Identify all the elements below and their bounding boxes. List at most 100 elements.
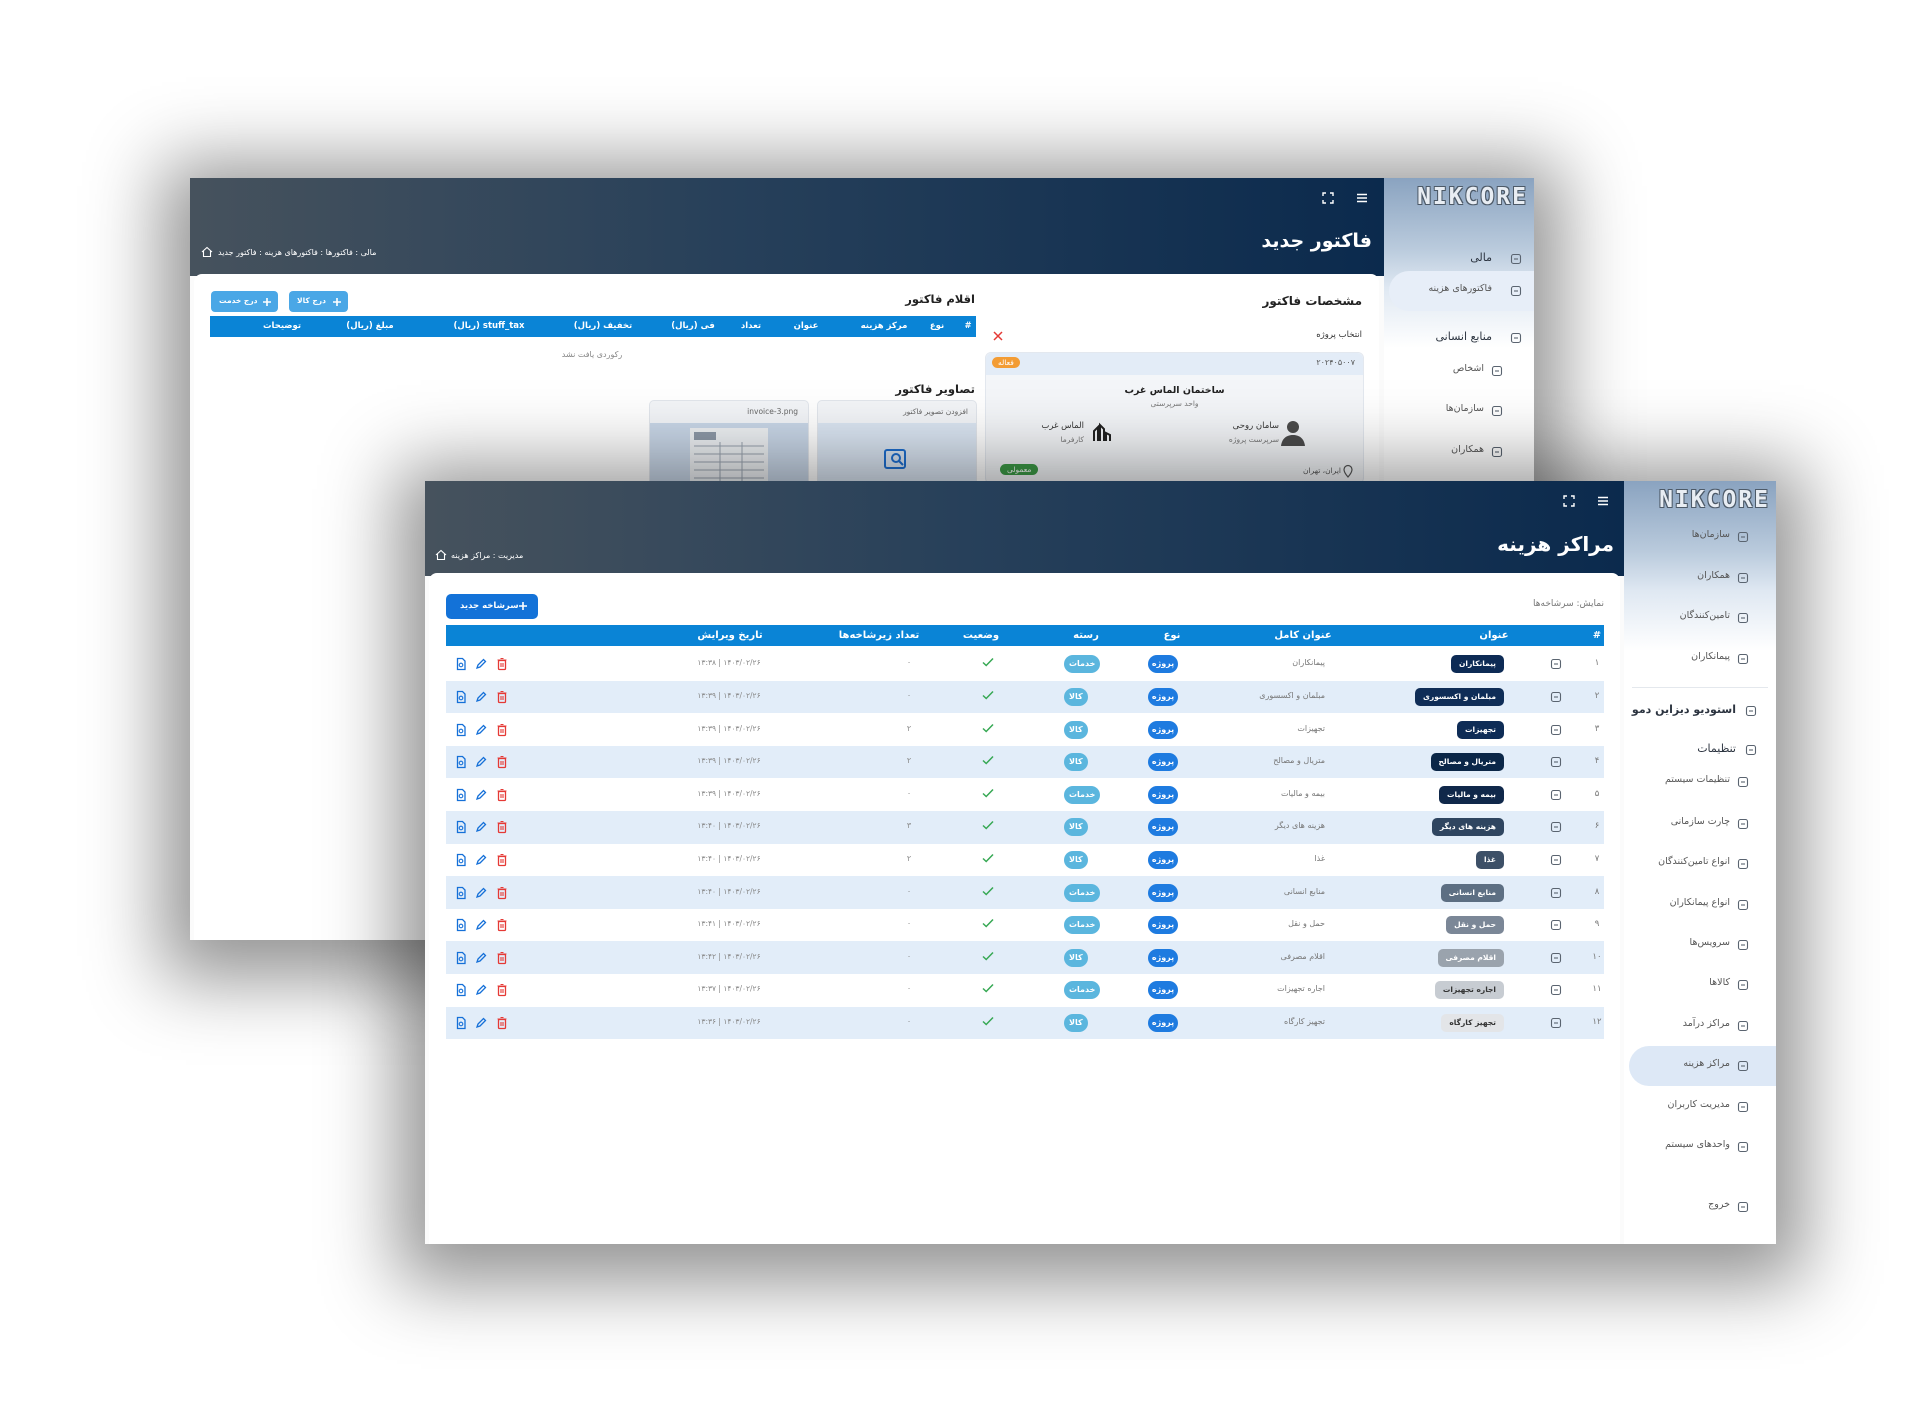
sidebar-item[interactable]: تامین‌کنندگان	[1679, 610, 1730, 621]
view-button[interactable]	[454, 853, 468, 867]
sidebar-item[interactable]: مراکز درآمد	[1682, 1018, 1730, 1029]
delete-button[interactable]	[495, 983, 509, 997]
sidebar-item[interactable]: تنظیمات سیستم	[1664, 774, 1730, 785]
delete-button[interactable]	[495, 1016, 509, 1030]
delete-button[interactable]	[495, 723, 509, 737]
type-pill: پروژه	[1148, 916, 1178, 935]
row-number: ۷	[1594, 853, 1600, 864]
new-root-button[interactable]: سرشاخه جدید	[446, 594, 538, 619]
icon	[982, 919, 994, 928]
edit-button[interactable]	[474, 755, 488, 769]
view-button[interactable]	[454, 918, 468, 932]
icon	[1322, 192, 1334, 204]
view-button[interactable]	[454, 983, 468, 997]
sidebar-item[interactable]: کالاها	[1709, 977, 1730, 988]
sidebar-icon	[1736, 611, 1750, 625]
icon-shape	[497, 953, 507, 964]
edit-button[interactable]	[474, 657, 488, 671]
view-button[interactable]	[454, 886, 468, 900]
view-button[interactable]	[454, 820, 468, 834]
sidebar-item[interactable]: همکاران	[1697, 570, 1730, 581]
delete-button[interactable]	[495, 657, 509, 671]
icon-shape	[982, 821, 994, 830]
edit-button[interactable]	[474, 820, 488, 834]
delete-button[interactable]	[495, 690, 509, 704]
add-button[interactable]: درج خدمت	[211, 291, 278, 312]
clear-project-button[interactable]	[991, 329, 1005, 343]
sidebar-item[interactable]: منابع انسانی	[1435, 330, 1493, 343]
icon	[475, 789, 487, 800]
icon-shape	[884, 449, 906, 469]
sidebar-item[interactable]: پیمانکاران	[1691, 651, 1730, 662]
sidebar-item[interactable]: سرویس‌ها	[1689, 937, 1730, 948]
sidebar-item[interactable]: انواع پیمانکاران	[1669, 897, 1730, 908]
sidebar-item[interactable]: تنظیمات	[1697, 742, 1736, 755]
sidebar-icon	[1744, 704, 1758, 718]
edit-button[interactable]	[474, 723, 488, 737]
fullscreen-button[interactable]	[1562, 494, 1576, 508]
sidebar-item[interactable]: مالی	[1470, 251, 1492, 264]
view-button[interactable]	[454, 755, 468, 769]
project-location: ایران، تهران	[1303, 466, 1341, 475]
sidebar-item[interactable]: مدیریت کاربران	[1667, 1099, 1730, 1110]
add-button[interactable]: درج کالا	[289, 291, 348, 312]
view-button[interactable]	[454, 690, 468, 704]
sidebar-item[interactable]: مراکز هزینه	[1683, 1058, 1730, 1069]
icon-shape	[458, 825, 464, 831]
icon	[982, 788, 994, 798]
delete-button[interactable]	[495, 886, 509, 900]
sidebar-item[interactable]: واحدهای سیستم	[1665, 1139, 1730, 1150]
edit-button[interactable]	[474, 886, 488, 900]
icon-shape	[458, 891, 464, 896]
edit-button[interactable]	[474, 1016, 488, 1030]
sidebar-item[interactable]: چارت سازمانی	[1670, 816, 1730, 827]
sidebar-item[interactable]: سازمان‌ها	[1445, 403, 1484, 414]
delete-button[interactable]	[495, 951, 509, 965]
sidebar-item[interactable]: استودیو دیزاین دمو	[1631, 703, 1736, 716]
sidebar: NIKCORE سازمان‌ها همکاران تامین‌کنندگان پیما…	[1624, 481, 1776, 1244]
edit-button[interactable]	[474, 690, 488, 704]
icon-shape	[497, 853, 507, 863]
view-button[interactable]	[454, 951, 468, 965]
sidebar-item[interactable]: همکاران	[1451, 444, 1484, 455]
manager-name: سامان روحی	[1232, 421, 1279, 431]
menu-button[interactable]	[1596, 494, 1610, 508]
delete-button[interactable]	[495, 918, 509, 932]
icon	[1550, 854, 1562, 865]
delete-button[interactable]	[495, 788, 509, 802]
icon	[1737, 612, 1749, 624]
menu-button[interactable]	[1355, 191, 1369, 205]
page-title: مراکز هزینه	[1497, 532, 1614, 556]
view-button[interactable]	[454, 1016, 468, 1030]
home-icon[interactable]	[434, 548, 448, 562]
full-title: بیمه و مالیات	[1280, 788, 1325, 798]
sidebar-item[interactable]: اشخاص	[1452, 363, 1484, 374]
edit-button[interactable]	[474, 788, 488, 802]
sidebar-item[interactable]: سازمان‌ها	[1691, 529, 1730, 540]
view-button[interactable]	[454, 723, 468, 737]
status-check	[981, 949, 995, 963]
fullscreen-button[interactable]	[1321, 191, 1335, 205]
home-icon[interactable]	[200, 245, 214, 259]
view-button[interactable]	[454, 788, 468, 802]
edit-button[interactable]	[474, 983, 488, 997]
icon-shape	[1737, 1101, 1749, 1113]
project-card[interactable]: ۲۰۲۴۰۵۰۰۷ فعاله ساختمان الماس غرب واحد سرپر…	[985, 352, 1364, 484]
sidebar-item[interactable]: خروج	[1708, 1199, 1730, 1210]
edit-button[interactable]	[474, 918, 488, 932]
delete-button[interactable]	[495, 820, 509, 834]
edit-button[interactable]	[474, 853, 488, 867]
sidebar-item[interactable]: فاکتورهای هزینه	[1428, 283, 1492, 294]
delete-button[interactable]	[495, 755, 509, 769]
view-button[interactable]	[454, 657, 468, 671]
button-label: سرشاخه جدید	[460, 601, 519, 611]
sidebar-icon	[1736, 857, 1750, 871]
icon	[497, 658, 507, 671]
edit-button[interactable]	[474, 951, 488, 965]
icon-shape	[497, 660, 507, 671]
delete-button[interactable]	[495, 853, 509, 867]
sidebar-item[interactable]: انواع تامین‌کنندگان	[1658, 856, 1730, 867]
icon-shape	[982, 788, 994, 798]
icon-shape	[458, 793, 464, 799]
icon-shape	[263, 298, 271, 306]
